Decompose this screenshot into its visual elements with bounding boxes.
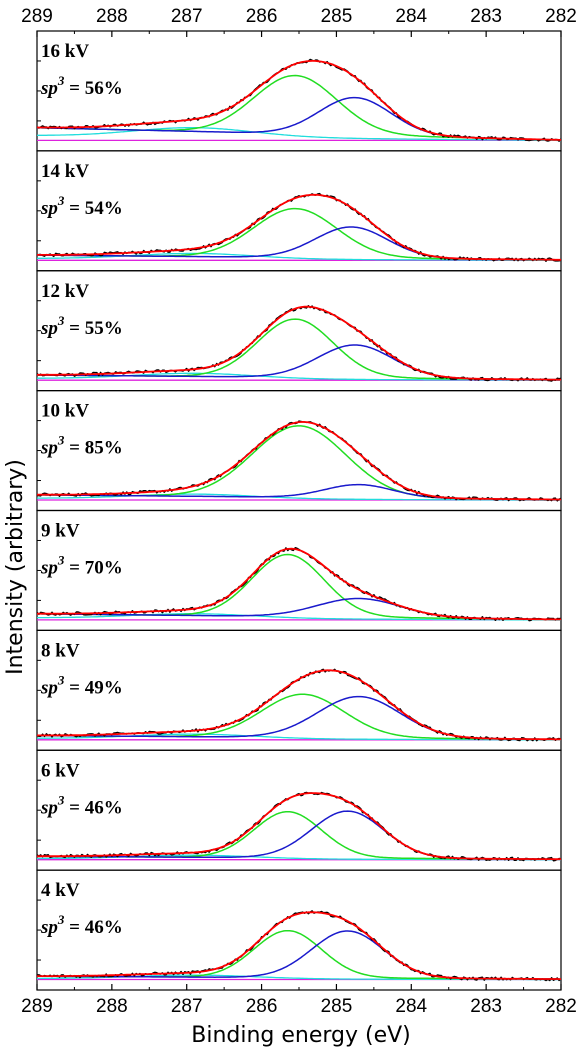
x-tick-label-bottom: 287 — [171, 996, 203, 1017]
voltage-label: 4 kV — [41, 880, 80, 901]
sp3-symbol: sp — [40, 318, 58, 339]
sp3-fraction-label: sp3 = 85% — [40, 433, 123, 459]
sp3-superscript: 3 — [57, 792, 65, 807]
sp3-fraction-label: sp3 = 46% — [40, 912, 123, 938]
sp3-value: = 46% — [64, 917, 122, 938]
raw-spectrum-curve — [36, 420, 562, 502]
x-tick-label-bottom: 286 — [246, 996, 278, 1017]
sp3-symbol: sp — [40, 917, 58, 938]
sp2-component-curve — [37, 810, 561, 860]
x-tick-label-top: 284 — [395, 6, 427, 27]
sp3-superscript: 3 — [57, 193, 65, 208]
sp3-superscript: 3 — [57, 553, 65, 568]
envelope-fit-curve — [36, 60, 561, 141]
x-tick-label-bottom: 284 — [395, 996, 427, 1017]
sp3-superscript: 3 — [57, 73, 65, 88]
sp3-fraction-label: sp3 = 49% — [40, 672, 123, 698]
sp3-superscript: 3 — [57, 433, 65, 448]
sp3-value: = 55% — [64, 318, 122, 339]
sp3-fraction-label: sp3 = 46% — [40, 792, 123, 818]
x-tick-label-bottom: 289 — [21, 996, 53, 1017]
sp3-symbol: sp — [40, 797, 58, 818]
panel-2: 14 kV sp3 = 54% — [36, 150, 562, 272]
sp3-value: = 49% — [64, 677, 122, 698]
sp3-superscript: 3 — [57, 672, 65, 687]
sp3-value: = 56% — [64, 78, 122, 99]
sp3-value: = 70% — [64, 558, 122, 579]
envelope-fit-curve — [37, 669, 561, 741]
panel-7: 6 kV sp3 = 46% — [36, 749, 562, 871]
y-axis-title: Intensity (arbitrary) — [3, 459, 28, 675]
sp3-symbol: sp — [40, 677, 58, 698]
panel-5: 9 kV sp3 = 70% — [36, 509, 562, 631]
envelope-fit-curve — [37, 792, 561, 861]
envelope-fit-curve — [37, 420, 562, 501]
sp3-value: = 54% — [64, 198, 122, 219]
sp3-symbol: sp — [40, 198, 58, 219]
voltage-label: 9 kV — [41, 521, 80, 542]
x-tick-label-top: 285 — [321, 6, 353, 27]
sp3-fraction-label: sp3 = 56% — [40, 73, 123, 99]
voltage-label: 14 kV — [41, 161, 89, 182]
x-tick-label-bottom: 288 — [96, 996, 128, 1017]
sp3-symbol: sp — [40, 558, 58, 579]
sp2-component-curve — [37, 344, 561, 381]
sp3-symbol: sp — [40, 438, 58, 459]
sp3-value: = 85% — [64, 438, 122, 459]
x-tick-label-bottom: 282 — [545, 996, 577, 1017]
sp3-fraction-label: sp3 = 54% — [40, 193, 123, 219]
envelope-fit-curve — [37, 547, 561, 621]
panel-1: 16 kV sp3 = 56% — [36, 30, 562, 152]
sp2-component-curve — [36, 930, 561, 980]
panel-8: 4 kV sp3 = 46% — [36, 869, 562, 991]
sp3-fraction-label: sp3 = 55% — [40, 313, 123, 339]
co-component-curve — [37, 127, 561, 142]
x-axis-title: Binding energy (eV) — [191, 1023, 411, 1048]
sp2-component-curve — [36, 96, 561, 141]
x-tick-label-top: 283 — [470, 6, 502, 27]
x-tick-label-top: 288 — [96, 6, 128, 27]
co-component-curve — [37, 613, 561, 621]
sp3-superscript: 3 — [57, 313, 65, 328]
voltage-label: 8 kV — [41, 640, 80, 661]
voltage-label: 6 kV — [41, 760, 80, 781]
sp3-fraction-label: sp3 = 70% — [40, 553, 123, 579]
sp3-superscript: 3 — [57, 912, 65, 927]
envelope-fit-curve — [37, 911, 561, 980]
voltage-label: 16 kV — [41, 41, 89, 62]
sp2-component-curve — [37, 226, 561, 261]
sp3-value: = 46% — [64, 797, 122, 818]
voltage-label: 12 kV — [41, 281, 89, 302]
sp3-symbol: sp — [40, 78, 58, 99]
x-tick-label-bottom: 283 — [470, 996, 502, 1017]
x-tick-label-top: 287 — [171, 6, 203, 27]
x-tick-label-top: 289 — [21, 6, 53, 27]
envelope-fit-curve — [37, 193, 561, 261]
panel-6: 8 kV sp3 = 49% — [36, 629, 562, 751]
x-tick-label-top: 286 — [246, 6, 278, 27]
x-tick-label-bottom: 285 — [321, 996, 353, 1017]
panel-4: 10 kV sp3 = 85% — [36, 390, 562, 512]
sp3-component-curve — [37, 810, 561, 860]
x-ticks-layer: 289 289 288 288 287 287 286 286 285 285 284 284 283 2… — [21, 6, 577, 1017]
voltage-label: 10 kV — [41, 401, 89, 422]
x-tick-label-top: 282 — [545, 6, 577, 27]
envelope-fit-curve — [37, 305, 561, 381]
panel-3: 12 kV sp3 = 55% — [36, 270, 562, 392]
